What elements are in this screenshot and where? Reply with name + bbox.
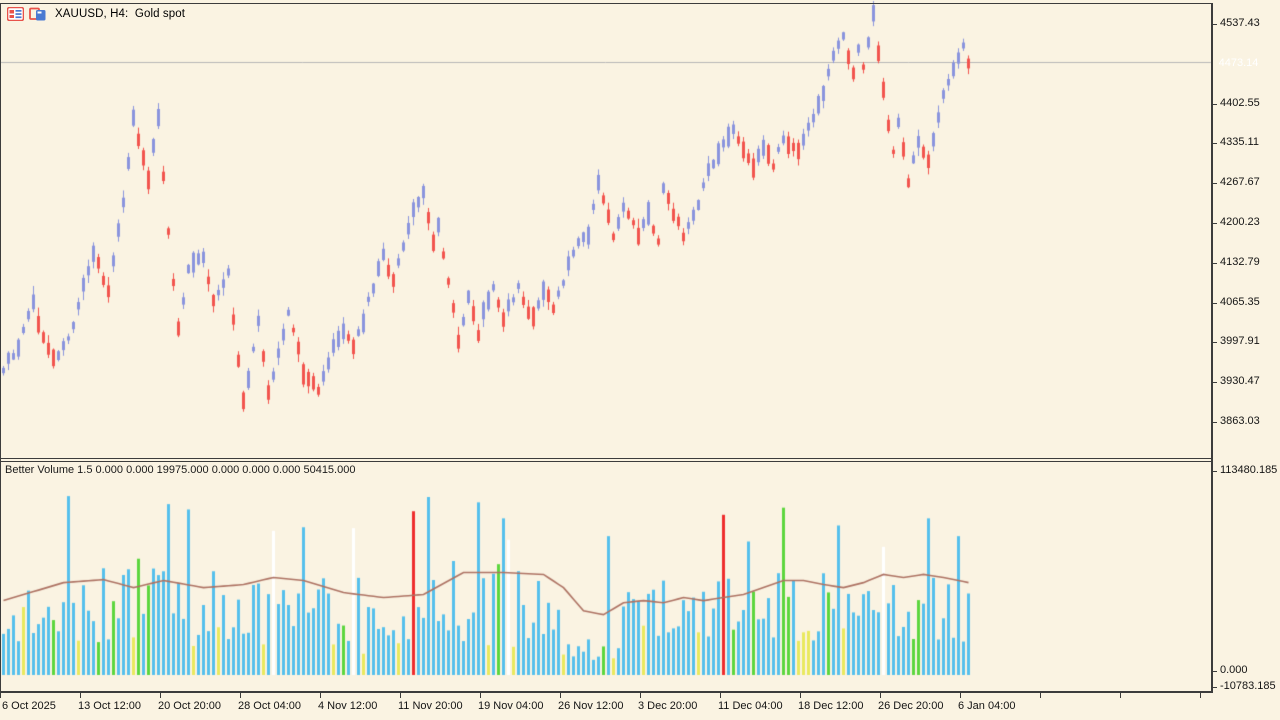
quote-list-icon[interactable] [7, 7, 24, 21]
indicator-label: Better Volume 1.5 0.000 0.000 19975.000 … [5, 464, 356, 476]
price-pane[interactable] [0, 3, 1211, 458]
price-tick-label: 3930.47 [1220, 375, 1260, 387]
tile-windows-icon[interactable] [29, 7, 46, 21]
price-tick-label: 4537.43 [1220, 17, 1260, 29]
volume-tick-label: -10783.185 [1220, 680, 1276, 692]
time-tick-label: 26 Nov 12:00 [558, 700, 624, 712]
time-tick-mark [0, 693, 1, 698]
price-tick-mark [1211, 303, 1217, 304]
price-tick-label: 4132.79 [1220, 256, 1260, 268]
right-border[interactable] [1211, 3, 1213, 693]
time-tick-mark [640, 693, 641, 698]
time-tick-mark [80, 693, 81, 698]
time-tick-label: 11 Nov 20:00 [398, 700, 463, 712]
price-tick-mark [1211, 104, 1217, 105]
time-tick-mark [480, 693, 481, 698]
price-tick-label: 4267.67 [1220, 176, 1260, 188]
price-tick-label: 4335.11 [1220, 136, 1259, 148]
top-border [0, 3, 1213, 4]
price-tick-mark [1211, 342, 1217, 343]
time-tick-mark [160, 693, 161, 698]
price-tick-mark [1211, 183, 1217, 184]
time-tick-mark [1200, 693, 1201, 698]
price-tick-label: 4402.55 [1220, 97, 1260, 109]
time-tick-label: 6 Oct 2025 [2, 700, 56, 712]
time-tick-label: 19 Nov 04:00 [478, 700, 544, 712]
volume-tick-label: 113480.185 [1220, 464, 1278, 476]
time-tick-mark [1040, 693, 1041, 698]
time-tick-label: 11 Dec 04:00 [718, 700, 783, 712]
price-tick-mark [1211, 24, 1217, 25]
price-tick-label: 4065.35 [1220, 296, 1260, 308]
chart-title: XAUUSD, H4: Gold spot [55, 8, 186, 20]
volume-tick-mark [1211, 687, 1217, 688]
time-tick-label: 6 Jan 04:00 [958, 700, 1016, 712]
left-border [0, 3, 1, 692]
time-tick-label: 18 Dec 12:00 [798, 700, 864, 712]
time-tick-mark [1120, 693, 1121, 698]
bottom-border [0, 691, 1213, 693]
time-tick-mark [560, 693, 561, 698]
price-tick-mark [1211, 223, 1217, 224]
price-tick-mark [1211, 422, 1217, 423]
volume-tick-mark [1211, 471, 1217, 472]
price-tick-mark [1211, 263, 1217, 264]
time-tick-mark [880, 693, 881, 698]
price-tick-mark [1211, 143, 1217, 144]
price-tick-label: 4200.23 [1220, 216, 1260, 228]
time-tick-label: 13 Oct 12:00 [78, 700, 141, 712]
chart-titlebar: XAUUSD, H4: Gold spot [7, 7, 185, 21]
time-tick-label: 4 Nov 12:00 [318, 700, 378, 712]
time-tick-mark [320, 693, 321, 698]
current-price-badge: 4473.14 [1218, 56, 1259, 69]
pane-separator-upper[interactable] [0, 458, 1213, 459]
time-tick-mark [960, 693, 961, 698]
price-tick-label: 3863.03 [1220, 415, 1260, 427]
price-tick-mark [1211, 382, 1217, 383]
time-tick-label: 28 Oct 04:00 [238, 700, 301, 712]
volume-tick-label: 0.000 [1220, 664, 1248, 676]
time-tick-label: 3 Dec 20:00 [638, 700, 698, 712]
time-tick-mark [720, 693, 721, 698]
volume-tick-mark [1211, 671, 1217, 672]
time-tick-mark [800, 693, 801, 698]
pane-separator-lower[interactable] [0, 461, 1213, 462]
price-tick-label: 3997.91 [1220, 335, 1260, 347]
time-tick-mark [240, 693, 241, 698]
time-tick-mark [400, 693, 401, 698]
time-tick-label: 26 Dec 20:00 [878, 700, 944, 712]
time-tick-label: 20 Oct 20:00 [158, 700, 221, 712]
volume-pane[interactable] [0, 462, 1211, 691]
